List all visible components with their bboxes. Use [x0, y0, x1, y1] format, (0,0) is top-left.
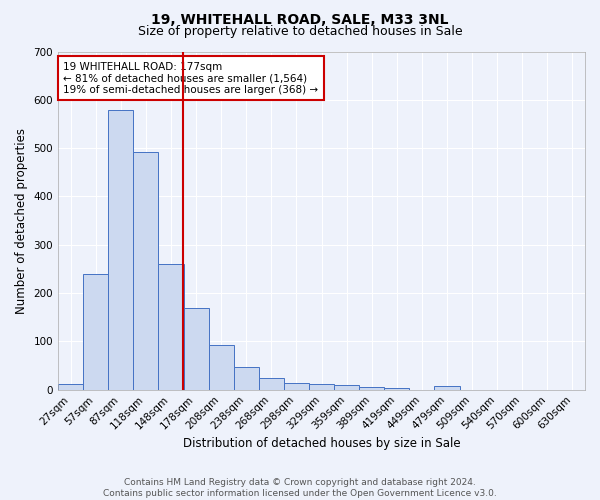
Bar: [184, 308, 209, 390]
Text: 19, WHITEHALL ROAD, SALE, M33 3NL: 19, WHITEHALL ROAD, SALE, M33 3NL: [151, 12, 449, 26]
Bar: [334, 385, 359, 390]
Bar: [58, 384, 83, 390]
Bar: [233, 366, 259, 390]
Bar: [259, 378, 284, 390]
X-axis label: Distribution of detached houses by size in Sale: Distribution of detached houses by size …: [183, 437, 460, 450]
Bar: [359, 387, 384, 390]
Bar: [158, 264, 184, 390]
Bar: [209, 346, 233, 390]
Y-axis label: Number of detached properties: Number of detached properties: [15, 128, 28, 314]
Text: 19 WHITEHALL ROAD: 177sqm
← 81% of detached houses are smaller (1,564)
19% of se: 19 WHITEHALL ROAD: 177sqm ← 81% of detac…: [64, 62, 319, 95]
Bar: [384, 388, 409, 390]
Text: Contains HM Land Registry data © Crown copyright and database right 2024.
Contai: Contains HM Land Registry data © Crown c…: [103, 478, 497, 498]
Bar: [284, 383, 309, 390]
Bar: [309, 384, 334, 390]
Bar: [133, 152, 158, 390]
Text: Size of property relative to detached houses in Sale: Size of property relative to detached ho…: [137, 25, 463, 38]
Bar: [108, 110, 133, 390]
Bar: [83, 274, 108, 390]
Bar: [434, 386, 460, 390]
